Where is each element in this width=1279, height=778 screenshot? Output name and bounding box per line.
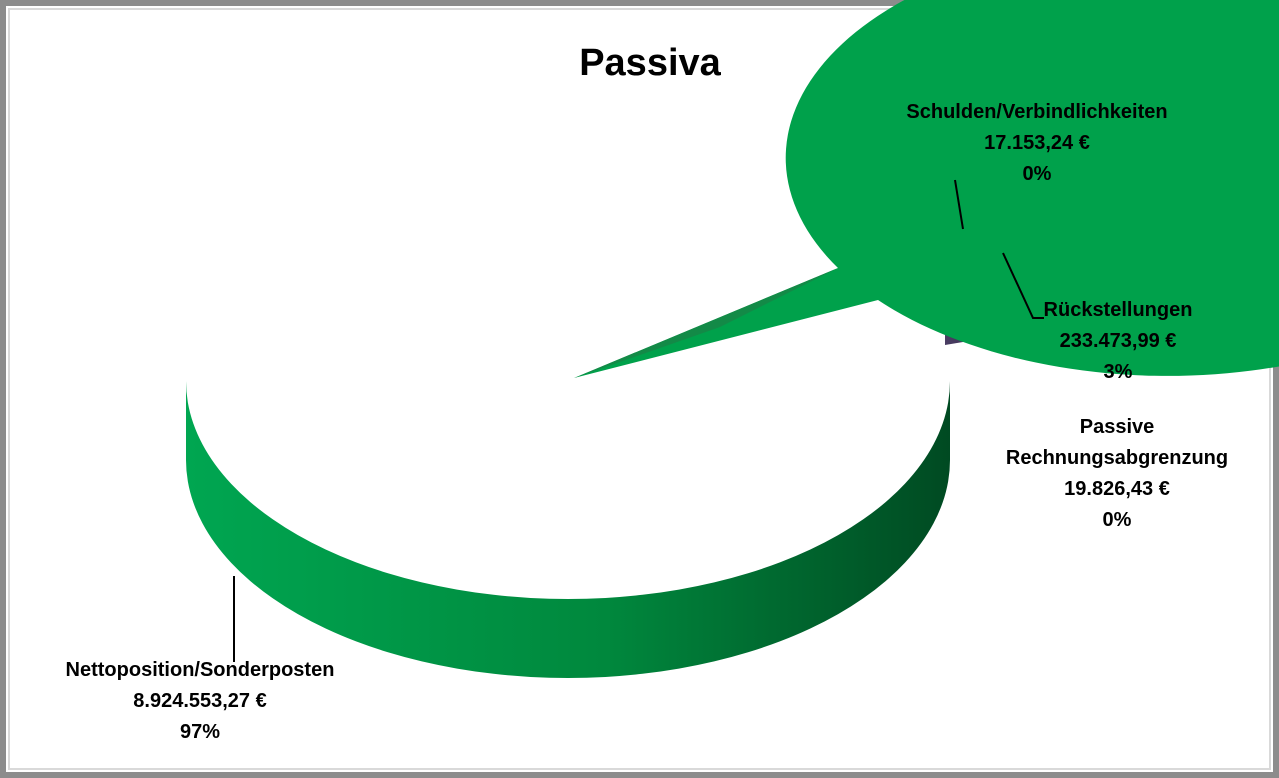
label-nettoposition-name: Nettoposition/Sonderposten <box>66 659 335 681</box>
slice-nettoposition-sonderposten <box>186 0 1279 678</box>
label-schulden-name: Schulden/Verbindlichkeiten <box>906 101 1167 123</box>
label-nettoposition-value: 8.924.553,27 € <box>133 690 266 712</box>
label-schulden-verbindlichkeiten: Schulden/Verbindlichkeiten 17.153,24 € 0… <box>906 101 1167 185</box>
label-passive-name-line2: Rechnungsabgrenzung <box>1006 447 1228 469</box>
label-passive-rechnungsabgrenzung: Passive Rechnungsabgrenzung 19.826,43 € … <box>1006 416 1228 531</box>
label-schulden-value: 17.153,24 € <box>984 132 1090 154</box>
chart-inner-border <box>8 8 1271 770</box>
label-rueckstellungen-value: 233.473,99 € <box>1060 330 1177 352</box>
label-nettoposition-percent: 97% <box>180 721 220 743</box>
label-rueckstellungen: Rückstellungen 233.473,99 € 3% <box>1044 299 1193 383</box>
slice-nettoposition-side <box>186 381 950 678</box>
slice-nettoposition-top <box>574 0 1279 378</box>
leader-line-schulden <box>954 179 964 230</box>
label-schulden-percent: 0% <box>1023 163 1052 185</box>
leader-line-rueckstellungen <box>1002 252 1044 319</box>
label-nettoposition-sonderposten: Nettoposition/Sonderposten 8.924.553,27 … <box>66 659 335 743</box>
label-passive-value: 19.826,43 € <box>1064 478 1170 500</box>
label-passive-name-line1: Passive <box>1080 416 1155 438</box>
label-rueckstellungen-name: Rückstellungen <box>1044 299 1193 321</box>
label-rueckstellungen-percent: 3% <box>1104 361 1133 383</box>
slice-nettoposition-gap-side <box>574 268 838 378</box>
chart-title: Passiva <box>579 42 721 84</box>
label-passive-percent: 0% <box>1103 509 1132 531</box>
